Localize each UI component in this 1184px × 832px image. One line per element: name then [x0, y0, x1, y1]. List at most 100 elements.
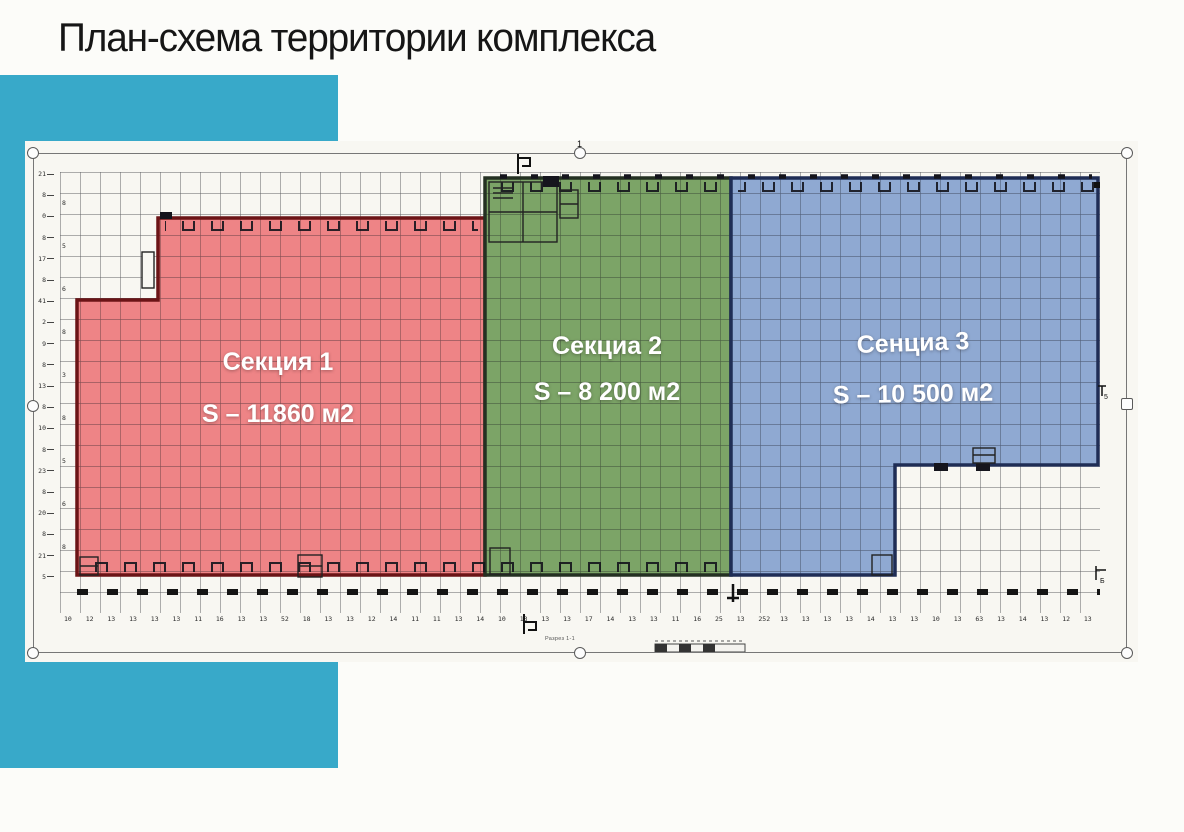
axis-tick-label: 10: [932, 615, 940, 623]
axis-tick-label: 12: [1062, 615, 1071, 623]
section-cut-label: 1: [577, 139, 582, 149]
axis-tick-label: 23: [38, 467, 54, 475]
axis-tick-label: 13: [38, 383, 54, 390]
axis-tick-label: 5: [62, 457, 66, 465]
axis-tick-label: 13: [801, 615, 810, 623]
axis-tick-label: 13: [346, 615, 354, 623]
axis-tick-label: 13: [628, 615, 637, 623]
axis-tick-label: 13: [780, 615, 788, 623]
axis-tick-label: 8: [42, 234, 54, 242]
dimension-mark-right: [1098, 385, 1106, 396]
axis-tick-label: 11: [411, 615, 420, 623]
axis-tick-label: 16: [693, 615, 702, 623]
selection-handle-sw[interactable]: [27, 647, 39, 659]
axis-tick-label: 13: [563, 615, 571, 623]
selection-handle-n[interactable]: [574, 147, 586, 159]
section-3: [729, 176, 1100, 577]
section-1-label: Секция 1: [222, 348, 334, 376]
axis-tick-label: 13: [519, 615, 528, 623]
axis-tick-label: 13: [823, 615, 832, 623]
selection-handle-se[interactable]: [1121, 647, 1133, 659]
section-1-area: S – 11860 м2: [202, 400, 354, 428]
axis-tick-label: 13: [150, 615, 159, 623]
axis-tick-label: 16: [215, 615, 224, 623]
axis-tick-label: 11: [194, 615, 203, 623]
axis-tick-label: 17: [584, 615, 593, 623]
axis-tick-label: 8: [62, 199, 66, 207]
axis-tick-label: 8: [42, 361, 54, 369]
axis-tick-label: 13: [107, 615, 116, 623]
axis-tick-label: 14: [389, 615, 398, 623]
axis-tick-label: 8: [42, 404, 54, 411]
axis-tick-label: 13: [845, 615, 854, 623]
equipment-detail: [871, 554, 893, 576]
section-cut-mark-bottom: [523, 614, 537, 634]
axis-tick-label: 5: [42, 573, 54, 581]
axis-tick-label: 8: [62, 328, 66, 336]
axis-tick-label: 9: [42, 340, 54, 348]
section-1: [75, 212, 487, 577]
axis-tick-label: 13: [454, 615, 463, 623]
axis-tick-label: 10: [38, 425, 54, 432]
axis-tick-label: 41: [38, 298, 54, 305]
equipment-detail: [489, 547, 511, 575]
axis-tick-label: 14: [606, 615, 615, 623]
axis-tick-label: 6: [62, 500, 66, 508]
axis-tick-label: 5: [62, 242, 66, 250]
selection-handle-w[interactable]: [27, 400, 39, 412]
axis-tick-label: 52: [281, 615, 289, 623]
section-2-area: S – 8 200 м2: [533, 378, 681, 406]
dimension-mark-bottom-right: [1095, 566, 1106, 580]
axis-tick-label: 13: [649, 615, 658, 623]
axis-tick-label: 8: [42, 531, 54, 538]
axis-tick-label: 11: [671, 615, 680, 623]
dock-bumpers: [84, 174, 1092, 575]
axis-tick-label: 3: [62, 371, 66, 379]
selection-handle-nw[interactable]: [27, 147, 39, 159]
axis-tick-label: 11: [432, 615, 441, 623]
axis-tick-label: 14: [1018, 615, 1027, 623]
axis-tick-label: 0: [42, 213, 54, 220]
axis-tick-label: 13: [736, 615, 745, 623]
section-cut-marks: [517, 154, 1106, 634]
equipment-details: [79, 176, 996, 578]
axis-tick-label: 25: [715, 615, 723, 623]
equipment-detail: [141, 251, 155, 289]
axis-tick-label: 13: [237, 615, 246, 623]
section-2-label: Секциа 2: [552, 332, 662, 360]
axis-tick-label: 21: [38, 171, 54, 178]
axis-tick-label: 13: [910, 615, 919, 623]
axis-tick-label: 8: [62, 543, 66, 551]
section-3-label: Сенциа 3: [856, 327, 970, 359]
axis-tick-label: 13: [259, 615, 268, 623]
axis-tick-label: 13: [324, 615, 333, 623]
selection-handle-e[interactable]: [1121, 398, 1133, 410]
axis-tick-label: 252: [758, 615, 771, 623]
page-title: План-схема территории комплекса: [58, 16, 656, 60]
dimension-label-bottom-right: Б: [1100, 578, 1105, 585]
section-3-area: S – 10 500 м2: [832, 378, 994, 410]
drawing-caption: Разрез 1-1: [545, 636, 576, 642]
axis-tick-label: 12: [85, 615, 94, 623]
axis-tick-label: 13: [888, 615, 897, 623]
left-axis-ticks: 21 8 0 8 17 8 41 2 9 8 13 8 10 8 23 8 20 8 21 5: [38, 171, 54, 581]
selection-handle-s[interactable]: [574, 647, 586, 659]
axis-tick-label: 18: [302, 615, 311, 623]
axis-tick-label: 6: [62, 285, 66, 293]
axis-tick-label: 10: [64, 615, 72, 623]
axis-tick-label: 8: [42, 192, 54, 199]
axis-tick-label: 13: [997, 615, 1005, 623]
axis-tick-label: 2: [42, 319, 54, 326]
section-cut-mark-top: [517, 154, 531, 174]
axis-tick-label: 8: [42, 446, 54, 454]
axis-tick-label: 14: [866, 615, 875, 623]
axis-tick-label: 14: [476, 615, 485, 623]
axis-tick-label: 13: [172, 615, 181, 623]
axis-tick-label: 13: [953, 615, 962, 623]
axis-tick-label: 20: [38, 510, 54, 517]
axis-tick-label: 63: [975, 615, 984, 623]
selection-handle-ne[interactable]: [1121, 147, 1133, 159]
axis-tick-label: 13: [541, 615, 550, 623]
axis-tick-label: 8: [62, 414, 66, 422]
